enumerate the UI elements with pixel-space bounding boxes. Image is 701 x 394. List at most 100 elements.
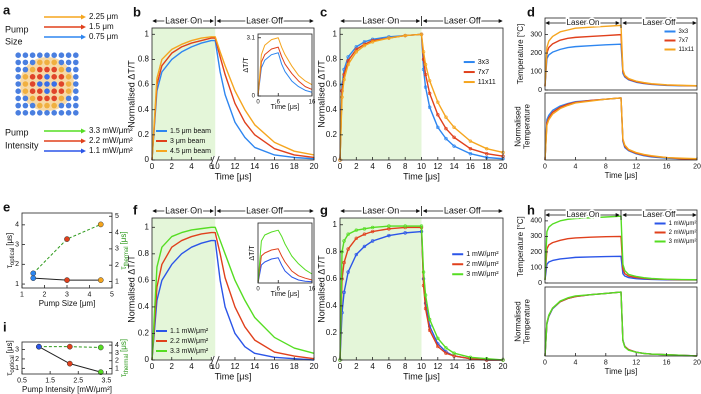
- pixel-dot: [65, 102, 72, 109]
- x-tick-label: 4: [189, 162, 194, 171]
- pixel-dot: [51, 66, 57, 73]
- data-point: [64, 236, 70, 242]
- marker: [346, 58, 350, 63]
- y-tick-label: 100: [530, 68, 542, 75]
- data-point: [97, 277, 104, 283]
- series-line: [151, 239, 315, 361]
- x-tick-label: 14: [250, 162, 259, 171]
- marker: [485, 146, 489, 151]
- pixel-dot: [29, 59, 36, 66]
- x-tick-label: 3: [65, 291, 69, 298]
- legend-arrow-head: [81, 14, 86, 20]
- pixel-dot: [29, 74, 36, 80]
- marker: [370, 40, 375, 44]
- x-tick-label: 0.5: [17, 377, 27, 384]
- y-tick-label: 1: [15, 365, 19, 372]
- x-tick-label: 14: [250, 362, 259, 371]
- data-point: [64, 277, 70, 283]
- y-axis-label: ΔT/T: [243, 57, 250, 73]
- x-tick-label: 6: [209, 362, 214, 371]
- y-tick-label: 0.2: [326, 328, 338, 337]
- y-axis-label: Temperature [°C]: [516, 216, 525, 277]
- plot-frame: [21, 341, 113, 375]
- x-tick-label: 12: [632, 163, 640, 170]
- series-line: [257, 257, 313, 284]
- legend-label: 2.2 mW/μm²: [170, 338, 209, 345]
- pixel-dot: [44, 59, 50, 66]
- legend-arrow-head: [81, 24, 86, 30]
- panel-label: i: [3, 319, 7, 334]
- x-tick-label: 8: [403, 162, 408, 171]
- y-tick-label: 0: [538, 87, 542, 94]
- x-tick-label: 14: [450, 162, 459, 171]
- axis-break-mark: [215, 355, 220, 365]
- y2-tick-label: 5: [115, 213, 119, 220]
- y-tick-label: 0: [333, 355, 338, 364]
- x-tick-label: 0: [150, 162, 155, 171]
- pixel-dot: [22, 110, 29, 116]
- pixel-dot: [22, 95, 29, 102]
- marker: [354, 252, 358, 257]
- annotation: Laser Off: [444, 15, 481, 25]
- legend-label: 4.5 μm beam: [170, 148, 211, 155]
- pixel-dot: [58, 81, 65, 87]
- marker: [362, 43, 367, 48]
- marker: [403, 224, 407, 228]
- laser-on-region: [340, 218, 422, 360]
- series-line: [257, 37, 313, 97]
- marker: [340, 95, 344, 99]
- pixel-dot: [51, 95, 57, 102]
- legend-title: Pump: [5, 127, 29, 137]
- x-tick-label: 16: [309, 100, 316, 106]
- marker: [419, 224, 424, 228]
- y-axis-label: Normalised: [514, 301, 523, 341]
- marker: [427, 91, 432, 96]
- y-axis-label: Normalised: [514, 106, 523, 146]
- pixel-dot: [37, 74, 43, 80]
- series-line: [151, 36, 315, 161]
- series-line: [151, 231, 315, 361]
- y-tick-label: 300: [530, 233, 542, 240]
- x-tick-label: 18: [290, 162, 299, 171]
- y-tick-label: 0: [145, 155, 150, 164]
- plot-frame: [257, 33, 313, 97]
- data-point: [30, 270, 37, 277]
- pixel-dot: [44, 88, 50, 94]
- x-tick-label: 6: [209, 162, 214, 171]
- x-tick-label: 0: [338, 162, 343, 171]
- marker: [370, 239, 375, 243]
- y2-axis-label-symbol: τ: [119, 373, 128, 377]
- marker: [436, 113, 440, 117]
- x-tick-label: 4: [370, 362, 375, 371]
- data-point: [97, 344, 104, 351]
- marker: [485, 152, 489, 156]
- marker: [468, 152, 473, 156]
- x-tick-label: 2.5: [73, 377, 83, 384]
- marker: [452, 144, 456, 148]
- y-axis-label-unit: [μs]: [5, 233, 14, 246]
- pixel-dot: [51, 102, 57, 109]
- pixel-dot: [22, 59, 29, 66]
- x-axis-label: Time [μs]: [215, 171, 252, 181]
- marker: [342, 260, 346, 265]
- pixel-dot: [58, 66, 65, 73]
- pixel-dot: [51, 88, 57, 94]
- x-tick-label: 6: [277, 287, 281, 293]
- legend-label: 3 mW/μm²: [466, 271, 499, 278]
- pixel-dot: [15, 81, 21, 87]
- y-tick-label: 2: [15, 356, 19, 363]
- marker: [427, 328, 432, 332]
- annotation: Laser Off: [643, 210, 677, 219]
- legend-label: 1.1 mW/μm²: [170, 328, 209, 335]
- y-tick-label: 4: [15, 222, 19, 229]
- y-axis-label: τoptical [μs]: [5, 233, 15, 269]
- y2-axis-label: τthermal [μs]: [119, 339, 129, 377]
- data-point: [97, 221, 104, 228]
- y2-axis-label-unit: [μs]: [119, 339, 128, 352]
- legend-label: 2.25 μm: [89, 12, 118, 21]
- marker: [421, 50, 426, 54]
- marker: [423, 72, 428, 77]
- x-axis-label: Pump Intensity [mW/μm²]: [22, 385, 112, 394]
- marker: [452, 351, 456, 355]
- x-tick-label: 10: [417, 362, 426, 371]
